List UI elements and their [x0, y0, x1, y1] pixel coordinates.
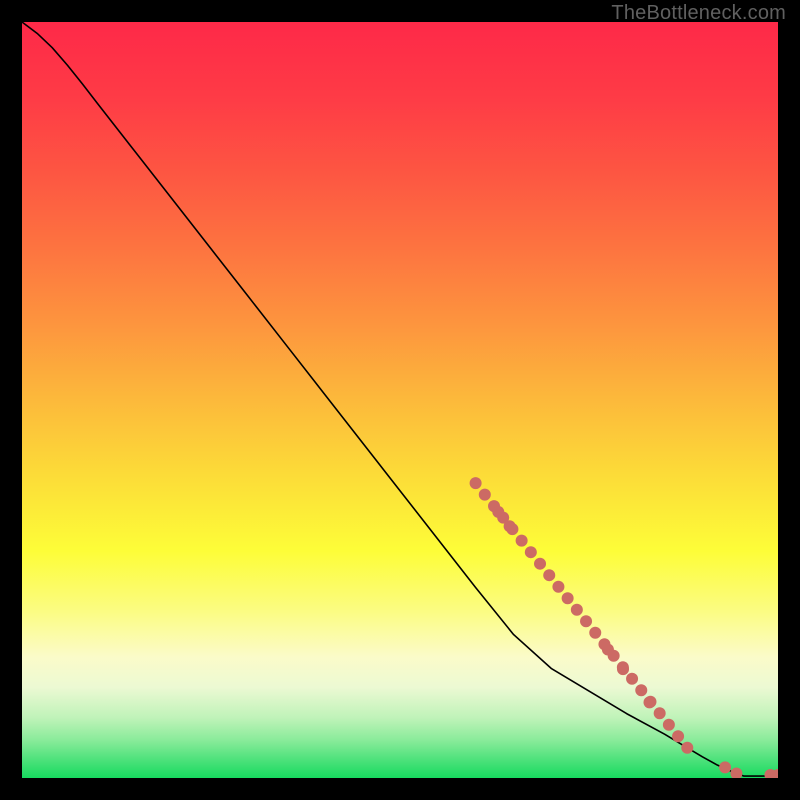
data-marker: [492, 506, 504, 518]
data-marker: [626, 673, 638, 685]
data-marker: [643, 696, 655, 708]
data-marker: [571, 604, 583, 616]
data-marker: [479, 489, 491, 501]
data-marker: [654, 707, 666, 719]
watermark-text: TheBottleneck.com: [611, 2, 786, 25]
data-marker: [719, 761, 731, 773]
chart-background: [22, 22, 778, 778]
data-marker: [580, 615, 592, 627]
data-marker: [681, 742, 693, 754]
data-marker: [562, 592, 574, 604]
data-marker: [663, 719, 675, 731]
data-marker: [552, 581, 564, 593]
data-marker: [534, 558, 546, 570]
data-marker: [589, 627, 601, 639]
data-marker: [543, 569, 555, 581]
data-marker: [516, 535, 528, 547]
data-marker: [525, 546, 537, 558]
data-marker: [470, 477, 482, 489]
data-marker: [672, 730, 684, 742]
data-marker: [504, 520, 516, 532]
chart-svg: [22, 22, 778, 778]
data-marker: [617, 663, 629, 675]
data-marker: [602, 643, 614, 655]
chart-plot-area: [22, 22, 778, 778]
data-marker: [635, 684, 647, 696]
